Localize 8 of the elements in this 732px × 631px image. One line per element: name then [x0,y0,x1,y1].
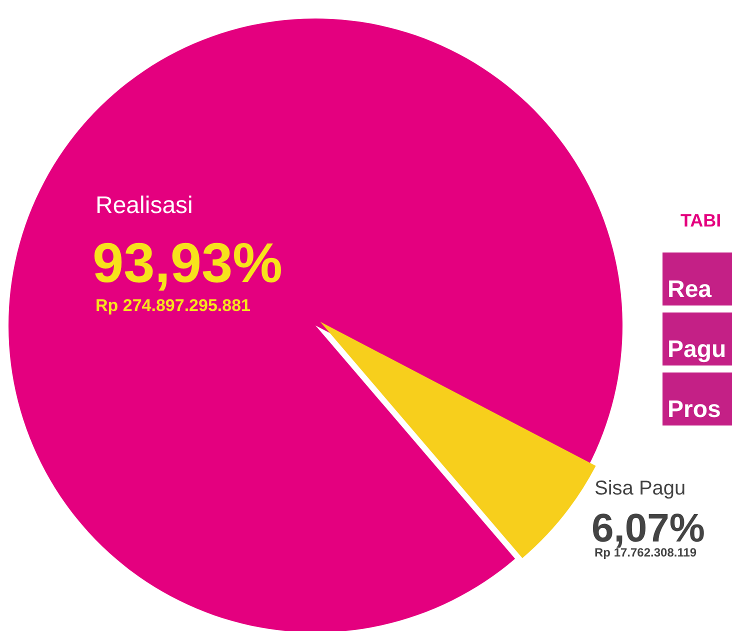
slice-label: Sisa Pagu [594,478,686,500]
text: Rp 274.897.295.881 [96,296,251,315]
text: Pros [668,396,721,423]
text: TABI [680,210,722,230]
data-label: 93,93% [92,231,282,294]
text: Rea [668,276,712,303]
slice-label: Realisasi [96,192,193,219]
text: Pagu [668,336,726,363]
